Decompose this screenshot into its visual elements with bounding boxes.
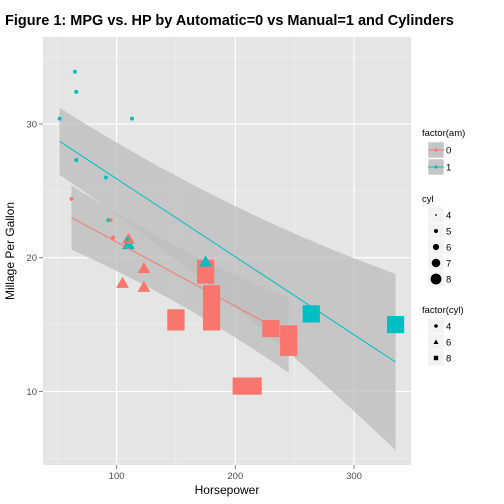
data-point [386,315,405,334]
data-point [202,313,221,331]
y-axis-label: Millage Per Gallon [3,202,17,300]
data-point [108,218,113,223]
axis-ticks: 100 200 300 10 20 30 [26,119,362,482]
legend-cyl-shape: factor(cyl) 4 6 8 [422,305,464,367]
legend-size-dot [430,273,442,285]
data-point [302,305,320,323]
legend-am-label: 0 [446,146,451,157]
data-point [199,255,213,267]
data-point [280,338,298,356]
data-points [57,69,405,395]
legend-am-title: factor(am) [422,128,465,139]
data-point [116,276,129,288]
data-point [262,319,280,338]
x-tick-label: 300 [346,471,362,482]
data-point [74,89,79,94]
confidence-bands [59,107,396,451]
legend-shape-triangle [433,339,439,344]
data-point [280,325,298,343]
data-point [73,69,78,74]
legend-am-dot [434,165,438,169]
x-axis-label: Horsepower [195,483,260,497]
regression-line-am-0 [71,217,289,336]
data-point [111,235,116,240]
data-point [103,175,108,180]
x-tick-label: 200 [227,471,243,482]
legend-size-dot [435,214,437,216]
legend-size-dot [434,229,438,233]
legend-cyl-size: cyl 4 5 6 7 8 [422,194,451,288]
x-tick-label: 100 [109,471,125,482]
legend-size-label: 6 [446,243,451,254]
y-tick-label: 10 [26,387,37,398]
legend-shape-square [433,355,439,361]
regression-line-am-1 [59,140,396,363]
legend-size-label: 4 [446,211,451,222]
y-tick-label: 20 [26,253,37,264]
legend-shape-label: 6 [446,338,451,349]
legend-am-label: 1 [446,163,451,174]
legend-am-dot [434,148,438,152]
legend-am: factor(am) 0 1 [422,128,465,176]
legend-size-label: 8 [446,275,451,286]
legend-shape-title: factor(cyl) [422,305,464,316]
data-point [74,158,79,163]
legend-size-dot [432,243,440,251]
legend-shape-label: 4 [446,322,451,333]
legend-shape-circle [434,324,438,328]
legend-shape-label: 8 [446,354,451,365]
data-point [137,280,151,292]
data-point [57,116,62,121]
regression-lines [59,140,396,363]
data-point [137,262,151,274]
data-point [69,196,74,201]
data-point [125,236,130,241]
data-point [167,313,185,331]
legend-size-title: cyl [422,194,434,205]
chart-title: Figure 1: MPG vs. HP by Automatic=0 vs M… [5,13,454,29]
data-point [130,116,135,121]
y-tick-label: 30 [26,119,37,130]
confidence-band-am-1 [59,107,396,451]
legend-size-dot [431,258,441,268]
confidence-band-am-0 [71,185,289,373]
legend-size-label: 5 [446,227,451,238]
data-point [244,377,262,395]
legend-size-label: 7 [446,259,451,270]
